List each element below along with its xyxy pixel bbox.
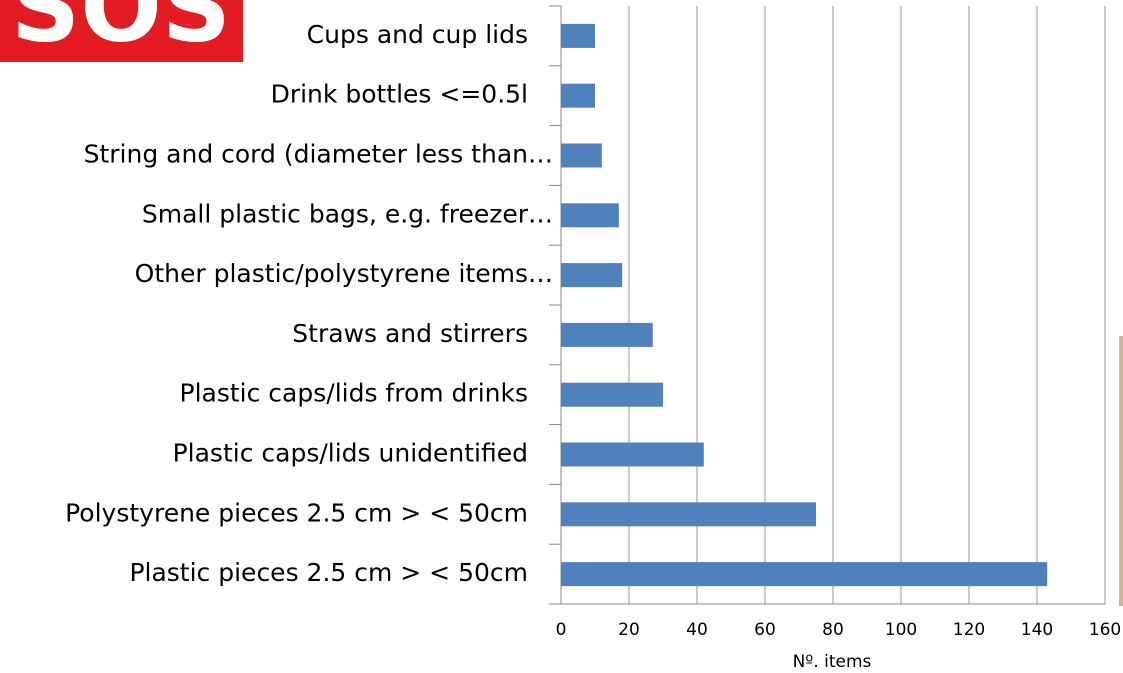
bar — [561, 84, 595, 108]
y-tick-label: Small plastic bags, e.g. freezer… — [142, 199, 553, 228]
y-tick-label: Plastic caps/lids unidentified — [173, 439, 528, 468]
y-tick-label: Cups and cup lids — [307, 20, 528, 49]
bar — [561, 263, 622, 287]
y-tick-label: Straws and stirrers — [292, 319, 528, 348]
y-tick-label: Plastic caps/lids from drinks — [180, 379, 529, 408]
x-tick-label: 100 — [885, 620, 917, 640]
bar — [561, 203, 619, 227]
bar — [561, 323, 653, 347]
y-tick-label: Other plastic/polystyrene items… — [135, 259, 553, 288]
x-tick-label: 140 — [1021, 620, 1053, 640]
bar — [561, 562, 1047, 586]
bar — [561, 443, 704, 467]
bar — [561, 24, 595, 48]
x-tick-label: 160 — [1089, 620, 1121, 640]
x-axis-title: Nº. items — [793, 652, 872, 672]
bar — [561, 502, 816, 526]
x-tick-label: 20 — [618, 620, 640, 640]
x-tick-label: 40 — [686, 620, 708, 640]
y-tick-label: Polystyrene pieces 2.5 cm > < 50cm — [65, 498, 528, 527]
photo-edge — [1119, 336, 1123, 606]
y-tick-label: Drink bottles <=0.5l — [271, 80, 528, 109]
logo: SOS — [0, 0, 243, 63]
bar — [561, 144, 602, 168]
bar — [561, 383, 663, 407]
page: SOS Nº. items 0 20 40 60 80 100 120 140 160 Cups … — [0, 0, 1123, 673]
x-tick-label: 0 — [556, 620, 567, 640]
x-tick-label: 80 — [822, 620, 844, 640]
chart: SOS Nº. items 0 20 40 60 80 100 120 140 160 Cups … — [0, 0, 1123, 673]
x-tick-label: 120 — [953, 620, 985, 640]
y-tick-label: Plastic pieces 2.5 cm > < 50cm — [129, 558, 528, 587]
x-tick-label: 60 — [754, 620, 776, 640]
y-tick-label: String and cord (diameter less than… — [84, 140, 553, 169]
logo-text: SOS — [11, 0, 231, 63]
